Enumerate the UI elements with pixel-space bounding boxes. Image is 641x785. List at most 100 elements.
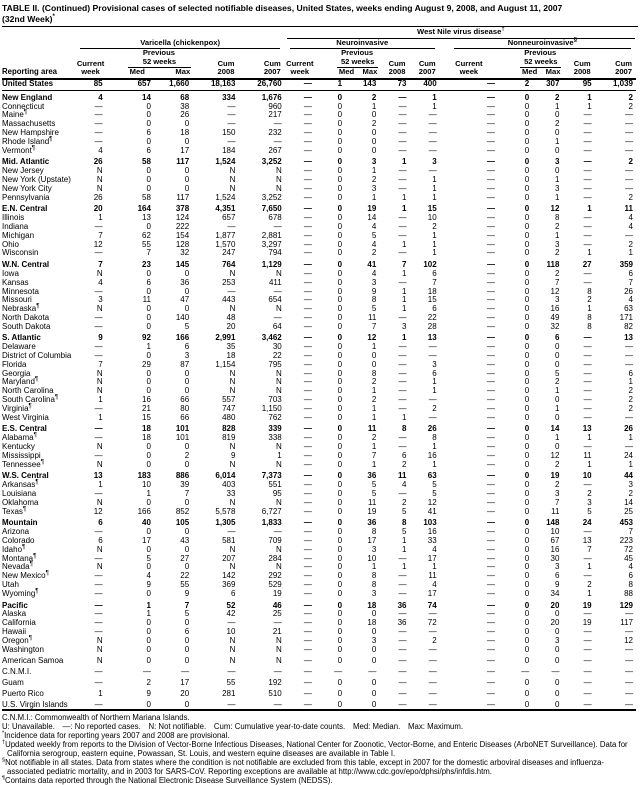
col-header-2007-varicella: 2007 <box>238 68 285 80</box>
value-cell: 1 <box>587 92 592 102</box>
value-cell: 7 <box>146 248 151 258</box>
value-cell: 2 <box>628 192 633 202</box>
value-cell: — <box>227 527 236 537</box>
value-cell: 6,014 <box>215 471 236 481</box>
col-header-52weeks-varicella: 52 weeks <box>106 57 193 69</box>
value-cell: 17 <box>427 588 437 598</box>
value-cell: 7 <box>402 260 407 270</box>
value-cell: 16 <box>550 304 560 314</box>
value-cell: 10 <box>582 471 592 481</box>
value-cell: 118 <box>546 260 560 270</box>
value-cell: 0 <box>184 442 190 452</box>
table-row: Alaska — 1 5 42 25 — 0 0 — — — 0 0 — — <box>2 610 636 619</box>
value-cell: — <box>398 248 407 258</box>
value-cell: 292 <box>268 571 282 581</box>
value-cell: 0 <box>337 166 343 176</box>
value-cell: 0 <box>524 295 530 305</box>
value-cell: 0 <box>524 553 530 563</box>
value-cell: 7,650 <box>261 204 282 214</box>
table-row: S. Atlantic 9 92 166 2,991 3,462 — 0 12 1 13 — 0 6 — 13 <box>2 331 636 343</box>
value-cell: N <box>96 166 103 176</box>
value-cell: — <box>303 688 312 698</box>
value-cell: 1 <box>371 562 377 572</box>
value-cell: 0 <box>184 562 190 572</box>
col-header-2008-neuro: 2008 <box>379 68 410 80</box>
value-cell: N <box>275 644 282 654</box>
value-cell: 0 <box>337 213 343 223</box>
value-cell: — <box>428 644 437 654</box>
subheader-lower-row: Reporting area week Med Max 2008 2007 we… <box>2 68 636 80</box>
value-cell: 0 <box>337 312 343 322</box>
value-cell: 1 <box>402 544 407 554</box>
value-cell: — <box>487 304 496 314</box>
value-cell: 334 <box>222 92 236 102</box>
value-cell: 1 <box>402 562 407 572</box>
value-cell: 46 <box>272 600 282 610</box>
value-cell: — <box>487 221 496 231</box>
value-cell: — <box>398 635 407 645</box>
value-cell: 32 <box>180 248 190 258</box>
value-cell: 0 <box>554 699 560 709</box>
table-row: Utah — 9 55 369 529 — 0 8 — 4 — 0 9 2 8 <box>2 580 636 590</box>
value-cell: — <box>487 600 496 610</box>
value-cell: — <box>303 667 312 677</box>
value-cell: 1 <box>628 248 633 258</box>
value-cell: 150 <box>222 127 236 137</box>
value-cell: 0 <box>554 359 560 369</box>
value-cell: 0 <box>524 544 530 554</box>
value-cell: 1 <box>432 386 437 396</box>
value-cell: — <box>487 580 496 589</box>
value-cell: — <box>227 110 236 120</box>
value-cell: 2 <box>628 403 633 413</box>
value-cell: — <box>303 644 312 654</box>
value-cell: N <box>229 304 236 314</box>
value-cell: 0 <box>184 635 190 645</box>
value-cell: 0 <box>337 110 343 120</box>
value-cell: 6 <box>231 588 236 598</box>
value-cell: N <box>229 183 236 193</box>
value-cell: 11 <box>142 295 151 305</box>
value-cell: 1 <box>371 442 377 452</box>
value-cell: 0 <box>146 699 151 709</box>
value-cell: 73 <box>379 78 410 91</box>
value-cell: — <box>487 562 496 572</box>
value-cell: 0 <box>337 119 343 129</box>
value-cell: 0 <box>524 618 530 628</box>
reporting-area-cell: E.N. Central <box>2 204 48 214</box>
value-cell: 0 <box>554 145 560 155</box>
value-cell: 184 <box>222 145 236 155</box>
value-cell: 13 <box>582 424 592 434</box>
value-cell: 1 <box>432 230 437 240</box>
value-cell: 68 <box>180 92 190 102</box>
value-cell: 12 <box>93 506 103 516</box>
value-cell: — <box>487 136 496 146</box>
value-cell: N <box>96 377 103 387</box>
mmwr-table-page: TABLE II. (Continued) Provisional cases … <box>2 3 638 785</box>
value-cell: 0 <box>524 221 530 231</box>
value-cell: 0 <box>337 506 343 516</box>
value-cell: — <box>487 213 496 223</box>
value-cell: — <box>398 442 407 452</box>
value-cell: N <box>96 562 103 572</box>
value-cell: — <box>303 92 312 102</box>
value-cell: N <box>275 656 282 666</box>
value-cell: 0 <box>337 412 343 422</box>
value-cell: — <box>487 618 496 628</box>
value-cell: N <box>229 497 236 507</box>
value-cell: — <box>303 230 312 240</box>
value-cell: 0 <box>524 260 530 270</box>
value-cell: 1,154 <box>215 359 236 369</box>
value-cell: — <box>487 609 496 619</box>
value-cell: 33 <box>226 489 236 499</box>
table-row: E.N. Central 20 164 378 4,351 7,650 — 0 19 1 15 — 0 1… <box>2 202 636 214</box>
value-cell: 0 <box>184 268 190 278</box>
value-cell: — <box>487 527 496 537</box>
value-cell: — <box>625 688 633 698</box>
value-cell: 1 <box>628 377 633 387</box>
value-cell: 4 <box>371 221 377 231</box>
value-cell: 1 <box>554 136 560 146</box>
value-cell: 411 <box>268 277 282 287</box>
value-cell: — <box>303 677 312 687</box>
value-cell: 4 <box>628 562 633 572</box>
value-cell: 709 <box>268 536 282 546</box>
